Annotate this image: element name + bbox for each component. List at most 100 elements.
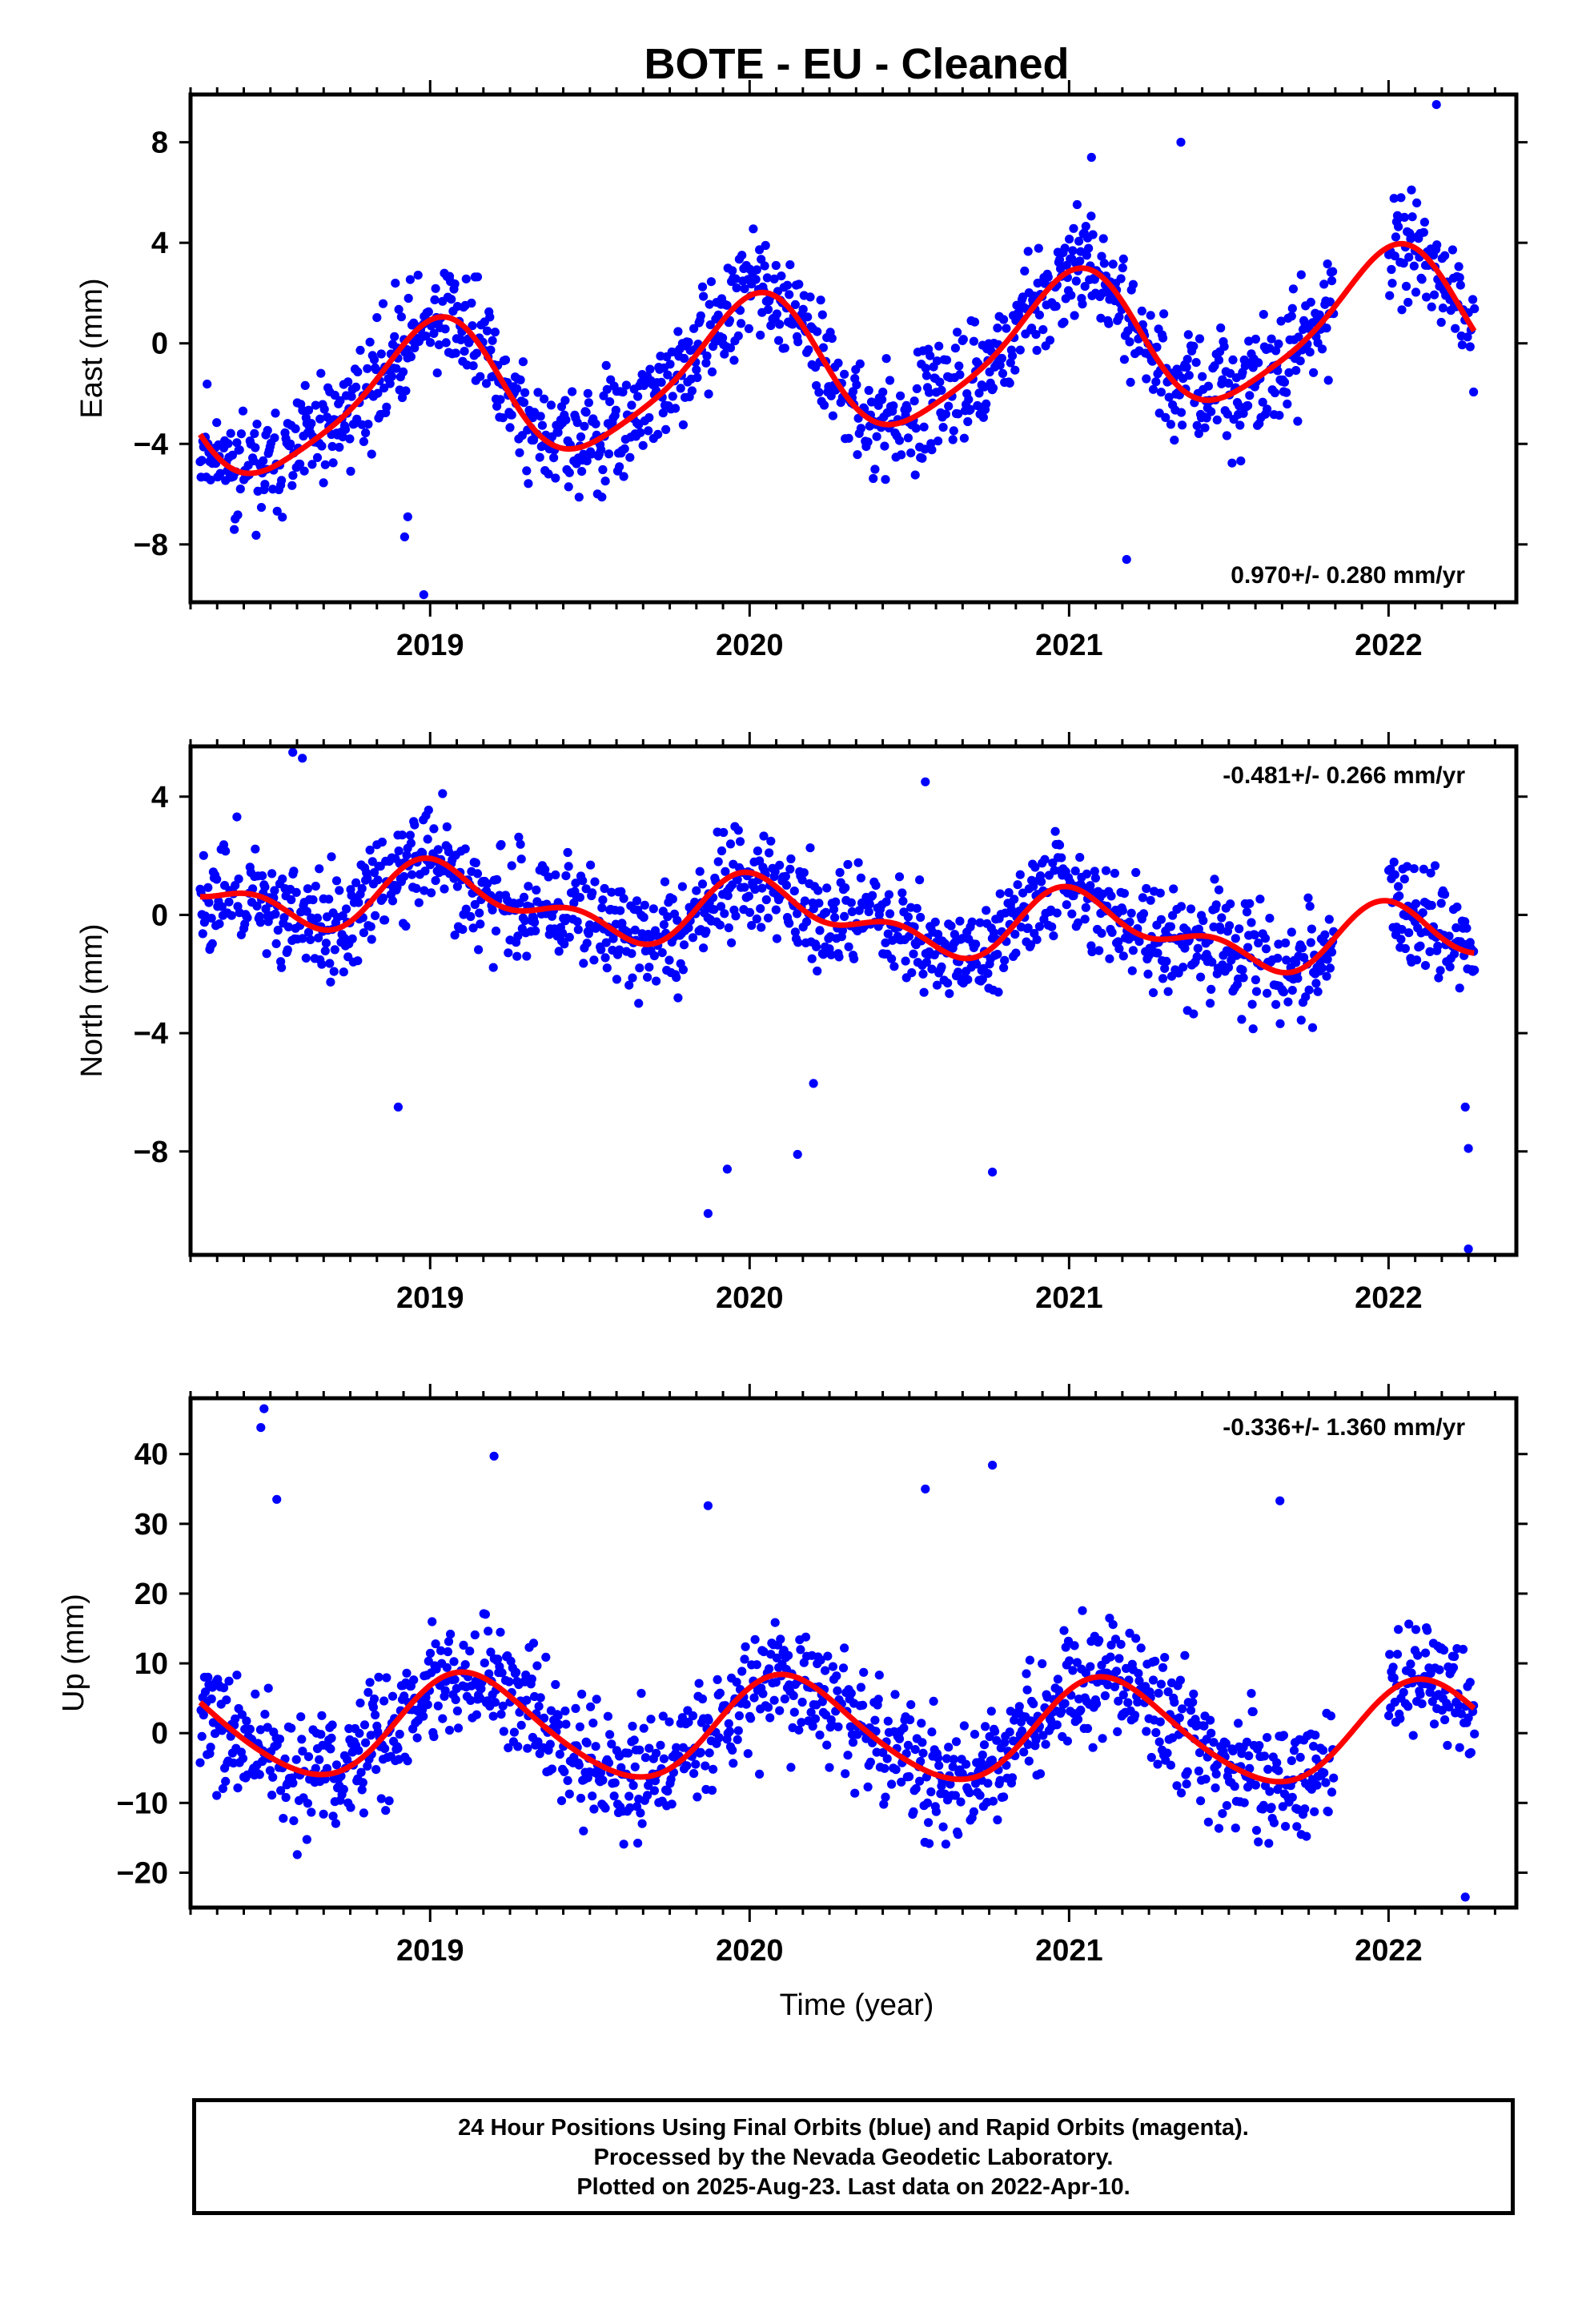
data-point [740, 1655, 749, 1664]
data-point [1026, 940, 1036, 950]
data-point [1390, 870, 1399, 879]
data-point [725, 839, 736, 849]
data-point [1309, 368, 1319, 377]
data-point-outlier [988, 1168, 998, 1177]
data-point [472, 272, 483, 282]
data-point [1239, 1798, 1249, 1807]
data-point [757, 255, 766, 264]
data-point [915, 1776, 925, 1786]
data-point [785, 290, 794, 300]
data-point [328, 1811, 338, 1821]
data-point [1108, 259, 1118, 269]
data-point [658, 1711, 668, 1721]
data-point [899, 1723, 909, 1733]
data-point [906, 448, 916, 458]
data-point [498, 413, 508, 423]
data-point [962, 1759, 971, 1769]
data-point [1163, 987, 1173, 996]
data-point [465, 1647, 475, 1656]
data-point [881, 475, 890, 485]
data-point [317, 441, 327, 451]
data-point [1235, 420, 1245, 430]
data-point [605, 397, 615, 407]
data-point [238, 1754, 248, 1763]
data-point [790, 300, 801, 309]
data-point [715, 920, 725, 930]
data-point [1289, 1746, 1299, 1755]
data-point [852, 380, 861, 390]
data-point [223, 439, 233, 448]
data-point [819, 400, 829, 410]
data-point [1153, 1759, 1162, 1769]
data-point [881, 354, 891, 364]
data-point [519, 398, 529, 408]
data-point [1094, 946, 1104, 955]
data-point [1259, 310, 1268, 320]
data-point [995, 889, 1005, 899]
data-point [387, 372, 396, 381]
data-point [1116, 274, 1126, 283]
data-point [667, 1799, 677, 1809]
data-point [347, 392, 356, 401]
data-point [265, 1766, 275, 1775]
data-point [772, 309, 782, 319]
fit-curve-north [199, 855, 1476, 976]
data-point [1134, 1676, 1144, 1686]
data-point [1148, 988, 1158, 998]
data-point [1435, 1665, 1444, 1675]
data-point [707, 1785, 717, 1795]
data-point [1419, 217, 1429, 227]
data-point [757, 923, 766, 932]
data-point [324, 895, 334, 904]
data-point [289, 1816, 299, 1826]
data-point [1207, 984, 1216, 994]
data-point [1409, 864, 1419, 874]
data-point [1096, 313, 1106, 323]
data-point [826, 950, 836, 959]
data-point [1019, 1747, 1029, 1757]
data-point [1196, 972, 1206, 982]
data-point [243, 913, 252, 923]
data-point [890, 1690, 900, 1699]
data-point [1068, 1666, 1078, 1675]
data-point [999, 315, 1009, 324]
data-point [449, 874, 459, 883]
data-point [887, 1779, 897, 1789]
data-point [486, 345, 496, 355]
data-points-up [195, 1404, 1480, 1902]
data-point [796, 1645, 805, 1655]
data-point [1212, 415, 1222, 425]
data-point [516, 854, 526, 864]
data-point [1297, 943, 1307, 953]
data-point [401, 921, 411, 931]
data-point [572, 917, 582, 927]
data-point [718, 333, 728, 343]
data-point [1282, 388, 1291, 397]
data-point [1108, 1620, 1118, 1630]
data-point [453, 1723, 464, 1733]
data-point [749, 1693, 759, 1703]
data-point [1080, 282, 1090, 292]
data-point [827, 333, 837, 344]
data-point [1161, 412, 1170, 423]
data-point [312, 452, 323, 463]
data-point [1052, 1720, 1062, 1730]
data-point [1170, 1698, 1179, 1707]
data-point [724, 1719, 733, 1728]
data-point [1312, 1780, 1322, 1790]
data-point [728, 266, 737, 275]
data-point [757, 883, 767, 893]
data-point [1060, 243, 1070, 253]
data-point [365, 1678, 375, 1687]
data-point [367, 935, 376, 944]
data-point [1443, 1740, 1452, 1751]
data-point-outlier [259, 1404, 269, 1413]
data-point [688, 1711, 698, 1721]
data-point-outlier [489, 1451, 499, 1461]
data-point [446, 1630, 456, 1639]
data-point [470, 1630, 480, 1640]
data-point [1011, 948, 1021, 958]
data-point [1267, 1803, 1276, 1812]
data-point [1385, 1650, 1395, 1659]
data-point [414, 898, 424, 907]
